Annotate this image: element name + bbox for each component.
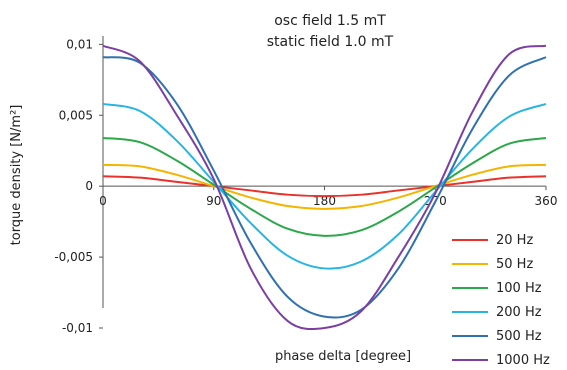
series-line-500-hz bbox=[102, 56, 547, 319]
chart-title-line-1: osc field 1.5 mT bbox=[274, 13, 386, 29]
x-axis-label: phase delta [degree] bbox=[275, 349, 411, 364]
chart-title: osc field 1.5 mT static field 1.0 mT bbox=[267, 13, 394, 50]
y-tick-label: -0,01 bbox=[62, 321, 93, 335]
x-tick-label: 360 bbox=[535, 194, 558, 208]
y-tick-label: 0,005 bbox=[59, 108, 93, 122]
y-axis-label: torque density [N/m²] bbox=[9, 105, 24, 246]
legend-label: 500 Hz bbox=[496, 329, 542, 344]
y-tick-label: 0 bbox=[85, 179, 93, 193]
y-tick-labels: -0,01 -0,005 0 0,005 0,01 bbox=[54, 37, 103, 335]
x-tick-label: 90 bbox=[206, 194, 221, 208]
series-lines bbox=[102, 44, 547, 331]
x-tick-label: 0 bbox=[99, 194, 107, 208]
series-line-50-hz bbox=[102, 163, 547, 210]
series-line-20-hz bbox=[102, 175, 547, 198]
legend-label: 20 Hz bbox=[496, 233, 533, 248]
legend-label: 50 Hz bbox=[496, 257, 533, 272]
x-tick-labels: 0 90 180 270 360 bbox=[99, 186, 557, 208]
series-line-1000-hz bbox=[102, 44, 547, 331]
legend: 20 Hz 50 Hz 100 Hz 200 Hz 500 Hz 1000 Hz bbox=[452, 233, 550, 368]
legend-label: 1000 Hz bbox=[496, 353, 550, 366]
y-tick-label: -0,005 bbox=[54, 250, 93, 264]
legend-label: 200 Hz bbox=[496, 305, 542, 320]
series-line-100-hz bbox=[102, 136, 547, 237]
series-line-200-hz bbox=[102, 102, 547, 270]
y-tick-label: 0,01 bbox=[66, 37, 93, 51]
x-tick-label: 180 bbox=[313, 194, 336, 208]
chart-title-line-2: static field 1.0 mT bbox=[267, 34, 394, 50]
legend-label: 100 Hz bbox=[496, 281, 542, 296]
